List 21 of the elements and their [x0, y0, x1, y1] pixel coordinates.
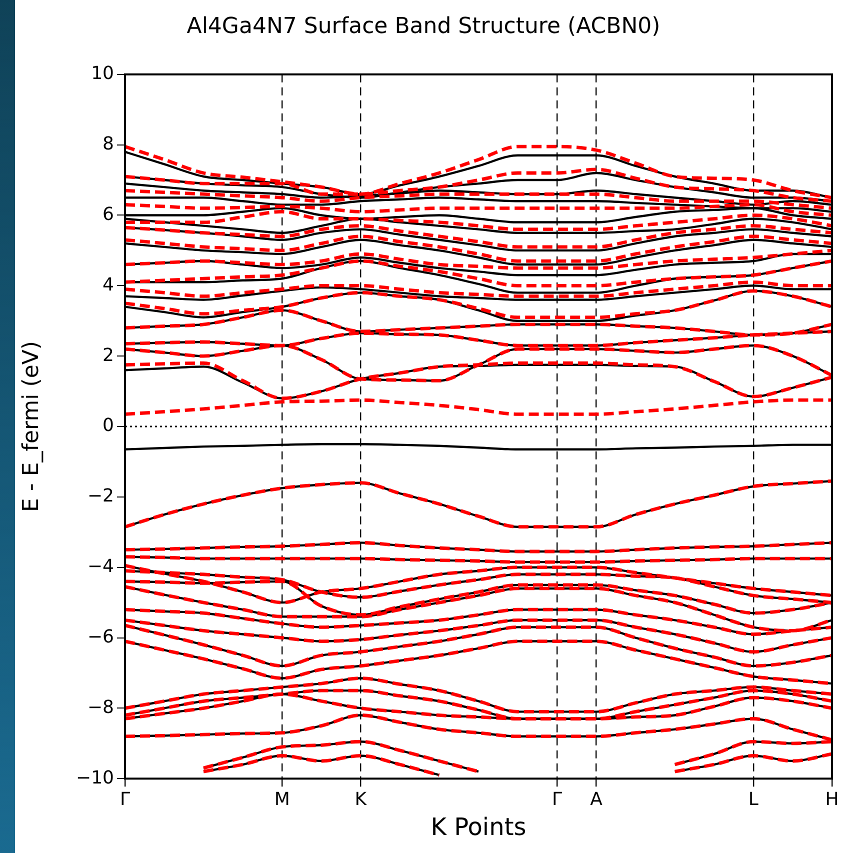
y-tick-label: −4	[87, 556, 114, 578]
y-tick-label: −10	[76, 767, 114, 788]
y-tick-label: 6	[102, 204, 114, 225]
x-tick-label: Γ	[552, 789, 562, 810]
x-tick-label: K	[354, 789, 368, 810]
chart-title: Al4Ga4N7 Surface Band Structure (ACBN0)	[186, 14, 660, 39]
y-axis-title: E - E_fermi (eV)	[18, 341, 44, 512]
x-axis-title: K Points	[430, 812, 526, 841]
x-tick-label: A	[590, 789, 604, 810]
y-tick-label: −2	[87, 486, 114, 507]
y-tick-label: −6	[87, 626, 114, 648]
y-tick-label: 4	[102, 274, 114, 296]
x-tick-label: M	[274, 789, 290, 810]
x-tick-label: H	[825, 789, 839, 810]
y-tick-label: 10	[91, 63, 114, 84]
y-tick-label: 8	[102, 133, 114, 154]
x-tick-label: Γ	[120, 789, 130, 810]
x-tick-label: L	[748, 789, 758, 810]
y-tick-label: 2	[102, 344, 114, 366]
y-tick-label: −8	[87, 696, 114, 718]
y-tick-label: 0	[102, 415, 114, 436]
